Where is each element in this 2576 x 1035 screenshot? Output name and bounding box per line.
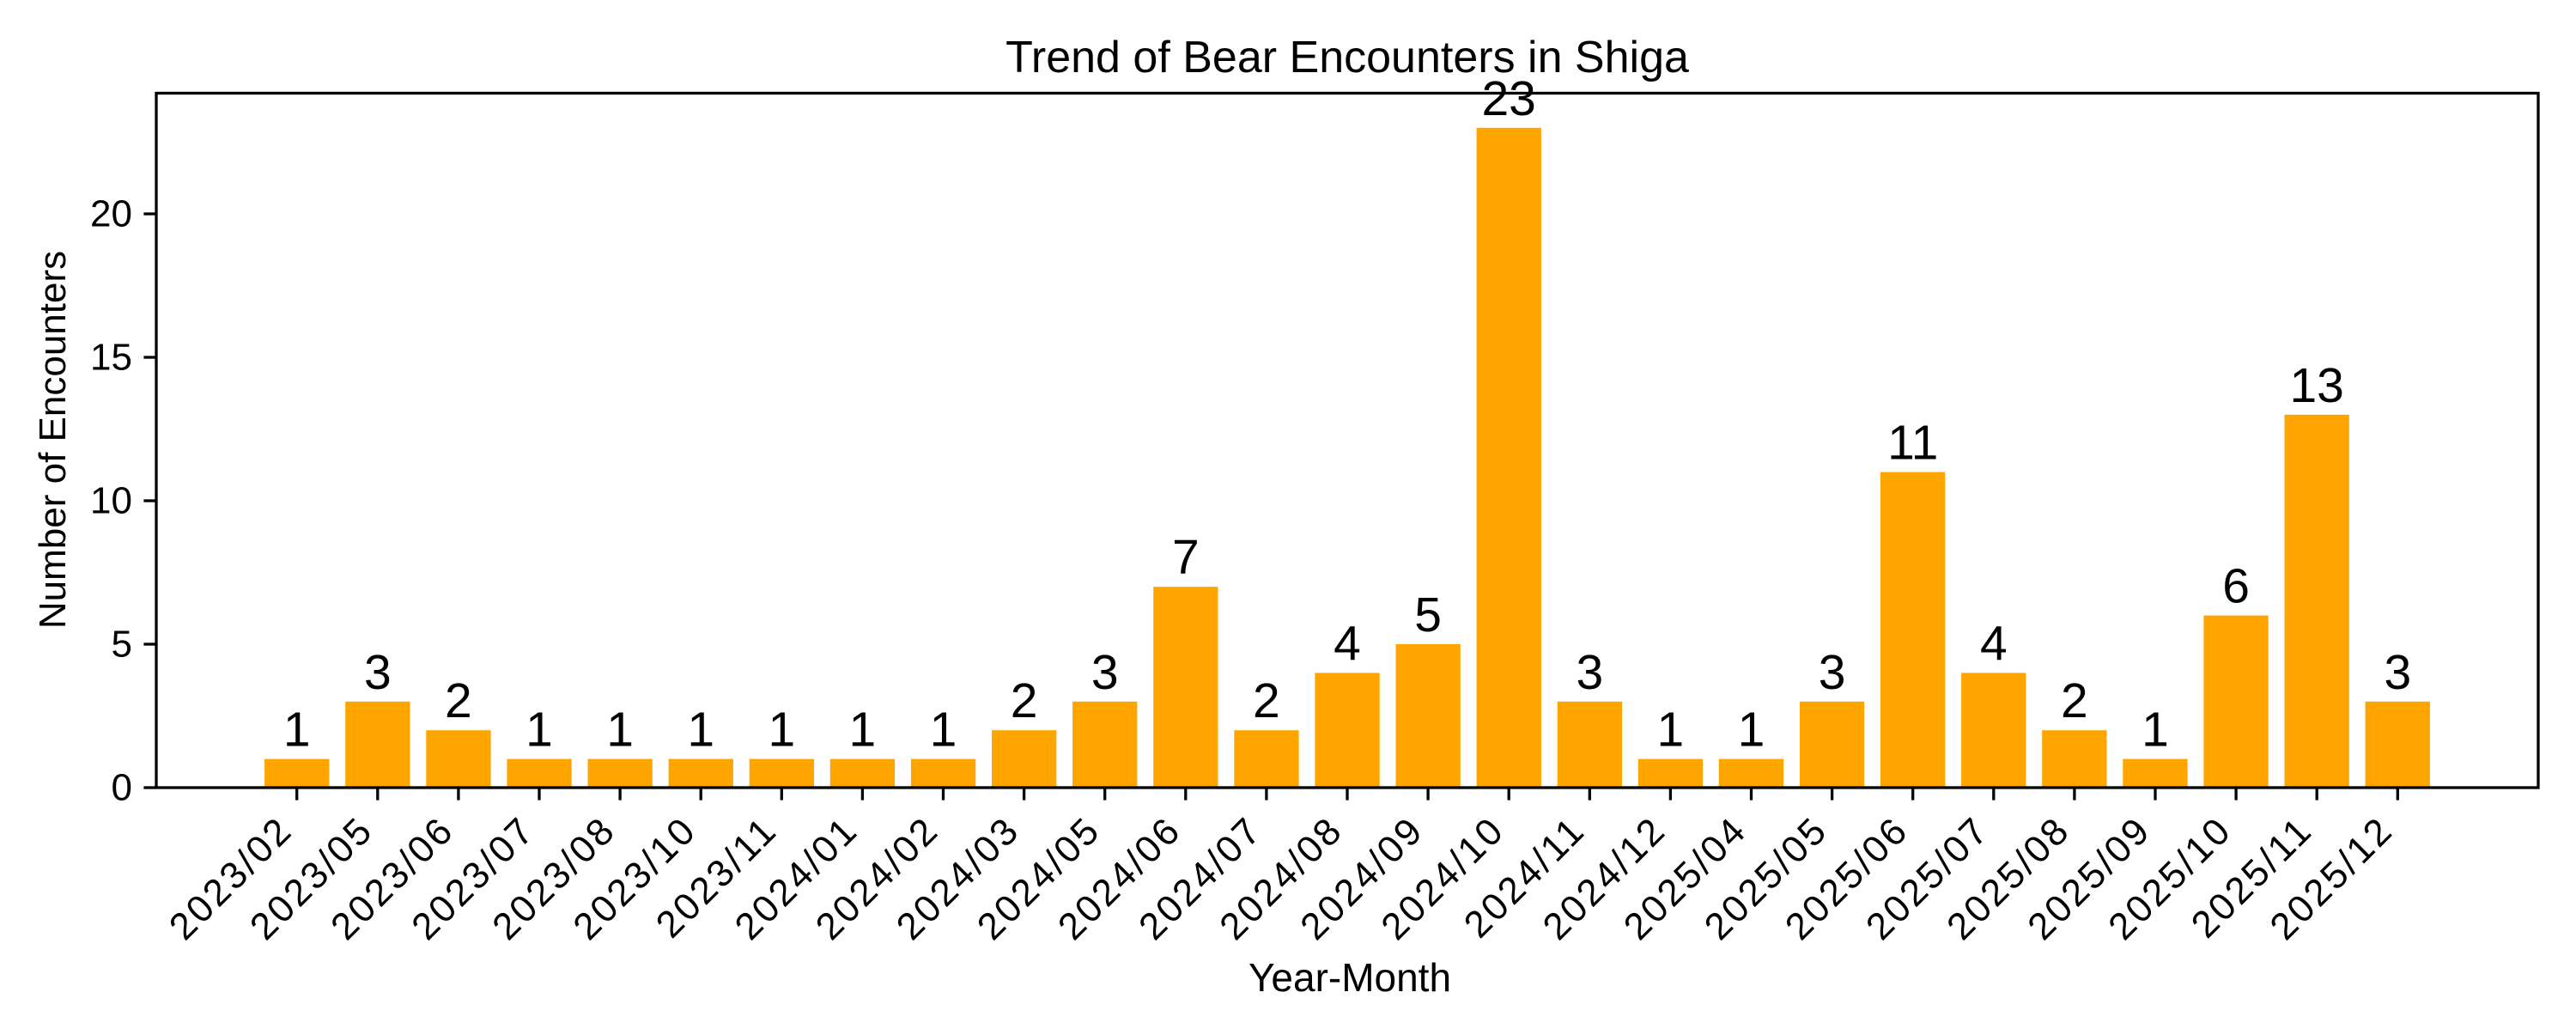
svg-text:3: 3 — [1576, 645, 1603, 700]
svg-text:20: 20 — [90, 193, 132, 235]
svg-text:10: 10 — [90, 480, 132, 522]
svg-text:1: 1 — [1738, 703, 1765, 758]
svg-text:1: 1 — [606, 703, 634, 758]
svg-text:Trend of Bear Encounters in Sh: Trend of Bear Encounters in Shiga — [1005, 33, 1689, 82]
svg-text:2: 2 — [2061, 673, 2088, 728]
svg-text:1: 1 — [768, 703, 795, 758]
svg-text:4: 4 — [1980, 616, 2008, 671]
svg-text:1: 1 — [1657, 703, 1685, 758]
svg-text:2: 2 — [1011, 673, 1038, 728]
svg-text:0: 0 — [112, 767, 132, 809]
svg-text:1: 1 — [526, 703, 553, 758]
svg-text:3: 3 — [364, 645, 392, 700]
svg-text:Year-Month: Year-Month — [1249, 955, 1451, 1000]
svg-text:1: 1 — [283, 703, 311, 758]
svg-text:15: 15 — [90, 337, 132, 379]
svg-text:2: 2 — [445, 673, 472, 728]
svg-text:4: 4 — [1334, 616, 1361, 671]
svg-text:Number of Encounters: Number of Encounters — [32, 251, 74, 629]
svg-text:6: 6 — [2222, 559, 2250, 614]
svg-text:13: 13 — [2289, 358, 2343, 413]
svg-text:7: 7 — [1172, 530, 1200, 585]
svg-text:3: 3 — [1819, 645, 1846, 700]
svg-text:23: 23 — [1481, 71, 1535, 126]
svg-text:11: 11 — [1887, 416, 1938, 471]
svg-text:1: 1 — [930, 703, 957, 758]
svg-text:1: 1 — [687, 703, 714, 758]
svg-text:3: 3 — [2384, 645, 2411, 700]
svg-text:5: 5 — [112, 624, 132, 666]
svg-text:1: 1 — [2142, 703, 2169, 758]
svg-text:5: 5 — [1414, 588, 1442, 642]
svg-text:1: 1 — [849, 703, 877, 758]
svg-text:3: 3 — [1091, 645, 1119, 700]
svg-text:2: 2 — [1253, 673, 1280, 728]
